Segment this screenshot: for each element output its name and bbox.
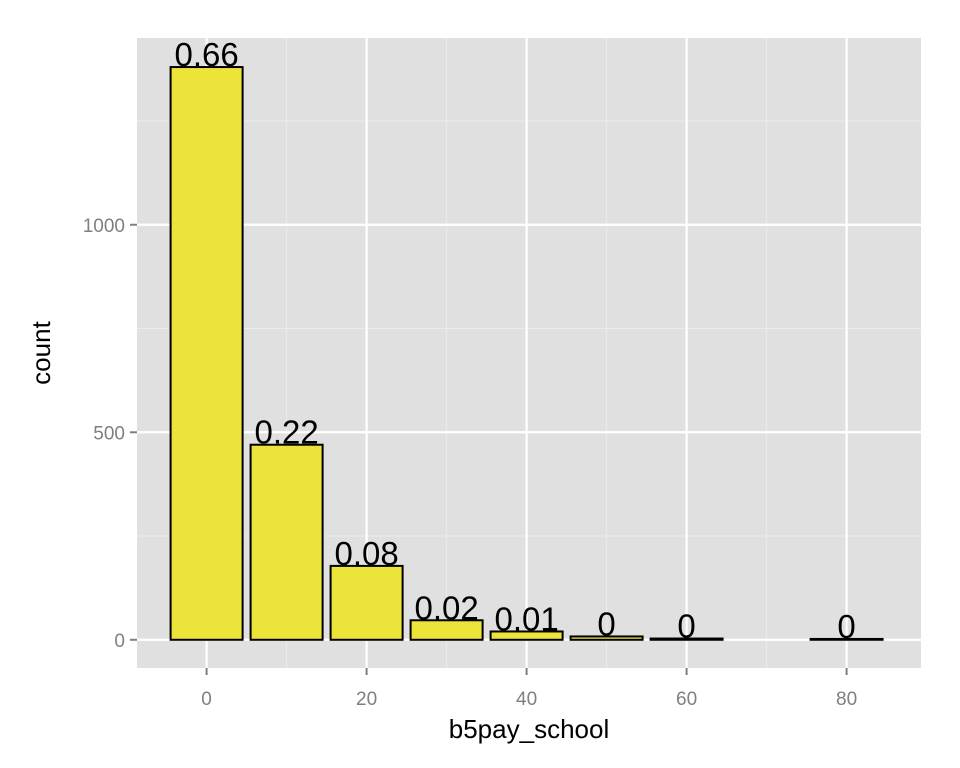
bar bbox=[569, 635, 644, 641]
bar-data-label: 0 bbox=[677, 608, 695, 645]
bar bbox=[409, 619, 484, 641]
bar bbox=[329, 564, 404, 641]
bar-data-label: 0.66 bbox=[174, 36, 238, 73]
x-tick-label: 40 bbox=[516, 689, 537, 710]
bar-data-label: 0.01 bbox=[494, 600, 558, 637]
bar bbox=[249, 443, 324, 641]
bar-data-label: 0 bbox=[597, 605, 615, 642]
bars bbox=[169, 66, 884, 641]
bar bbox=[649, 637, 724, 641]
y-axis-ticks: 0 500 1000 bbox=[83, 216, 137, 652]
bar-data-label: 0.02 bbox=[414, 589, 478, 626]
data-labels: 0.66 0.22 0.08 0.02 0.01 0 0 0 bbox=[174, 36, 855, 645]
x-tick-label: 80 bbox=[836, 689, 857, 710]
y-axis-title: count bbox=[26, 320, 56, 384]
x-axis-ticks: 0 20 40 60 80 bbox=[201, 668, 857, 710]
x-tick-label: 20 bbox=[356, 689, 377, 710]
y-tick-label: 1000 bbox=[83, 216, 125, 237]
x-axis-title: b5pay_school bbox=[449, 714, 609, 744]
bar-data-label: 0 bbox=[837, 608, 855, 645]
x-tick-label: 0 bbox=[201, 689, 212, 710]
bar-data-label: 0.08 bbox=[334, 535, 398, 572]
bar bbox=[809, 637, 884, 641]
y-tick-label: 500 bbox=[93, 423, 125, 444]
bar bbox=[169, 66, 244, 641]
y-tick-label: 0 bbox=[114, 631, 125, 652]
x-tick-label: 60 bbox=[676, 689, 697, 710]
bar-data-label: 0.22 bbox=[254, 414, 318, 451]
minor-gridlines bbox=[137, 38, 921, 668]
bar bbox=[489, 630, 564, 641]
